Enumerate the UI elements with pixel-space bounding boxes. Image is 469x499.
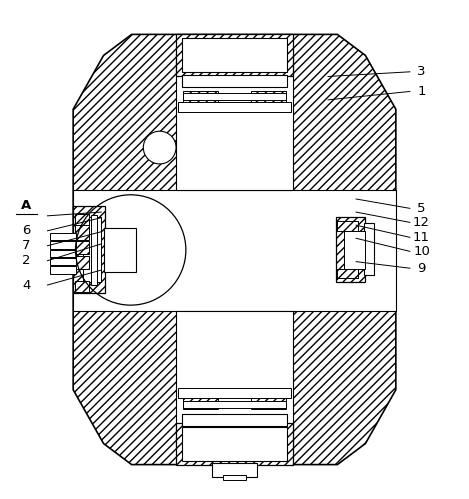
Bar: [50, 233, 76, 240]
Bar: [183, 395, 218, 409]
Bar: [91, 216, 97, 284]
Bar: [75, 281, 89, 291]
Bar: [75, 222, 89, 240]
Bar: [75, 215, 89, 225]
Bar: [50, 258, 76, 265]
Bar: [364, 223, 374, 275]
Bar: [182, 427, 287, 461]
Bar: [104, 228, 136, 272]
Bar: [182, 414, 287, 426]
Polygon shape: [73, 34, 396, 465]
Text: 4: 4: [22, 278, 30, 291]
Polygon shape: [176, 311, 293, 446]
Bar: [251, 395, 286, 409]
Text: 11: 11: [413, 231, 430, 244]
Bar: [183, 401, 286, 408]
Bar: [337, 269, 358, 278]
Bar: [344, 231, 365, 269]
Bar: [183, 90, 218, 105]
Bar: [83, 217, 101, 282]
Bar: [183, 93, 286, 100]
Bar: [75, 256, 89, 269]
Bar: [337, 222, 358, 231]
Polygon shape: [176, 53, 293, 190]
Bar: [178, 102, 291, 112]
Polygon shape: [73, 190, 396, 311]
Bar: [223, 476, 246, 480]
Text: 5: 5: [417, 202, 426, 215]
Bar: [176, 34, 293, 76]
Text: 7: 7: [22, 239, 30, 252]
Bar: [336, 217, 365, 282]
Bar: [182, 75, 287, 87]
Text: 9: 9: [417, 261, 426, 275]
Text: 6: 6: [22, 224, 30, 238]
Bar: [50, 266, 76, 274]
Bar: [73, 206, 105, 292]
Text: A: A: [21, 199, 31, 212]
Bar: [178, 388, 291, 398]
Text: 10: 10: [413, 245, 430, 258]
Text: 12: 12: [413, 216, 430, 229]
Text: 2: 2: [22, 254, 30, 267]
Bar: [182, 38, 287, 72]
Bar: [50, 250, 76, 257]
Bar: [176, 423, 293, 465]
Text: 3: 3: [417, 65, 426, 78]
Bar: [251, 90, 286, 105]
Bar: [50, 241, 76, 249]
Circle shape: [144, 131, 176, 164]
Text: 1: 1: [417, 85, 426, 98]
Bar: [212, 463, 257, 477]
Bar: [75, 241, 89, 254]
